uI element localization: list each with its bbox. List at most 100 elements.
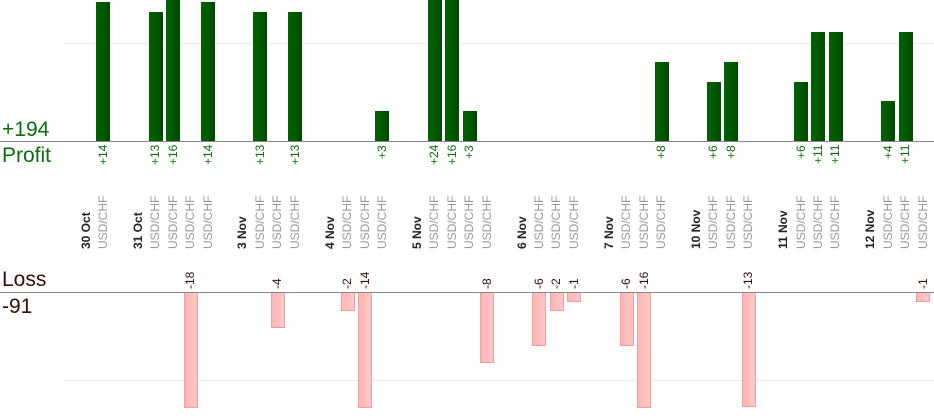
trade-symbol-label: USD/CHF <box>462 195 477 249</box>
loss-label: Loss <box>2 268 47 291</box>
profit-value-label: +13 <box>252 144 267 165</box>
trade-symbol-label: USD/CHF <box>200 195 215 249</box>
loss-bar <box>916 293 931 302</box>
profit-value-label: +24 <box>427 144 442 165</box>
profit-bar <box>881 101 896 141</box>
loss-value-label: -2 <box>340 278 355 289</box>
trade-symbol-label: USD/CHF <box>183 195 198 249</box>
loss-bar <box>549 293 564 311</box>
loss-value-label: -2 <box>549 278 564 289</box>
trade-symbol-label: USD/CHF <box>706 195 721 249</box>
trade-symbol-label: USD/CHF <box>654 195 669 249</box>
loss-bar <box>358 293 373 408</box>
day-label: 7 Nov <box>601 216 616 249</box>
loss-value-label: -1 <box>915 278 930 289</box>
day-label: 12 Nov <box>863 209 878 249</box>
profit-value-label: +11 <box>810 144 825 164</box>
loss-bar <box>532 293 547 346</box>
trade-symbol-label: USD/CHF <box>898 195 913 249</box>
loss-total: -91 <box>2 295 33 318</box>
profit-bar <box>706 81 721 141</box>
loss-value-label: -6 <box>619 278 634 289</box>
trade-symbol-label: USD/CHF <box>340 195 355 249</box>
loss-value-label: -13 <box>741 271 756 289</box>
profit-bar <box>427 0 442 141</box>
loss-bar <box>619 293 634 346</box>
trade-symbol-label: USD/CHF <box>427 195 442 249</box>
profit-bar <box>201 2 216 141</box>
profit-bar <box>654 61 669 141</box>
profit-value-label: +13 <box>287 144 302 165</box>
profit-value-label: +14 <box>200 144 215 165</box>
trade-symbol-label: USD/CHF <box>793 195 808 249</box>
trade-symbol-label: USD/CHF <box>531 195 546 249</box>
loss-value-label: -8 <box>479 278 494 289</box>
profit-bar <box>148 12 163 141</box>
profit-value-label: +8 <box>723 145 738 159</box>
profit-value-label: +13 <box>148 144 163 165</box>
profit-value-label: +11 <box>828 144 843 164</box>
trade-symbol-label: USD/CHF <box>566 195 581 249</box>
profit-total: +194 <box>2 118 50 141</box>
loss-value-label: -14 <box>357 271 372 289</box>
trade-symbol-label: USD/CHF <box>636 195 651 249</box>
loss-value-label: -18 <box>183 271 198 289</box>
day-label: 3 Nov <box>235 216 250 249</box>
trade-symbol-label: USD/CHF <box>741 195 756 249</box>
trade-symbol-label: USD/CHF <box>915 195 930 249</box>
trade-symbol-label: USD/CHF <box>357 195 372 249</box>
profit-value-label: +6 <box>706 145 721 159</box>
loss-bar <box>567 293 582 302</box>
profit-bar <box>445 0 460 141</box>
profit-value-label: +16 <box>165 144 180 165</box>
profit-baseline <box>0 141 934 142</box>
profit-bar <box>96 2 111 141</box>
day-label: 31 Oct <box>130 212 145 249</box>
day-label: 5 Nov <box>409 216 424 249</box>
day-label: 6 Nov <box>514 216 529 249</box>
loss-baseline <box>0 292 934 293</box>
loss-bar <box>270 293 285 328</box>
trade-symbol-label: USD/CHF <box>270 195 285 249</box>
loss-bar <box>637 293 652 408</box>
profit-bar <box>724 61 739 141</box>
profit-value-label: +3 <box>462 145 477 159</box>
trade-symbol-label: USD/CHF <box>880 195 895 249</box>
trade-symbol-label: USD/CHF <box>723 195 738 249</box>
trade-symbol-label: USD/CHF <box>828 195 843 249</box>
loss-bar <box>340 293 355 311</box>
profit-bar <box>375 111 390 141</box>
profit-value-label: +6 <box>793 145 808 159</box>
trade-symbol-label: USD/CHF <box>810 195 825 249</box>
profit-value-label: +11 <box>898 144 913 164</box>
profit-value-label: +3 <box>374 145 389 159</box>
profit-bar <box>828 32 843 141</box>
profit-value-label: +14 <box>95 144 110 165</box>
profit-bar <box>898 32 913 141</box>
loss-bar <box>480 293 495 363</box>
trade-symbol-label: USD/CHF <box>287 195 302 249</box>
trade-symbol-label: USD/CHF <box>374 195 389 249</box>
profit-bar <box>462 111 477 141</box>
profit-bar <box>166 0 181 141</box>
trade-symbol-label: USD/CHF <box>165 195 180 249</box>
profit-value-label: +4 <box>880 145 895 159</box>
profit-value-label: +8 <box>654 145 669 159</box>
profit-bar <box>811 32 826 141</box>
profit-bar <box>253 12 268 141</box>
profit-value-label: +16 <box>444 144 459 165</box>
trade-symbol-label: USD/CHF <box>444 195 459 249</box>
loss-gridline <box>64 380 934 381</box>
profit-bar <box>288 12 303 141</box>
loss-bar <box>183 293 198 408</box>
trade-symbol-label: USD/CHF <box>479 195 494 249</box>
loss-value-label: -1 <box>566 278 581 289</box>
day-label: 10 Nov <box>688 209 703 249</box>
profit-bar <box>794 81 809 141</box>
profit-gridline <box>64 43 934 44</box>
loss-value-label: -6 <box>531 278 546 289</box>
trade-symbol-label: USD/CHF <box>148 195 163 249</box>
loss-value-label: -4 <box>270 278 285 289</box>
trade-symbol-label: USD/CHF <box>549 195 564 249</box>
